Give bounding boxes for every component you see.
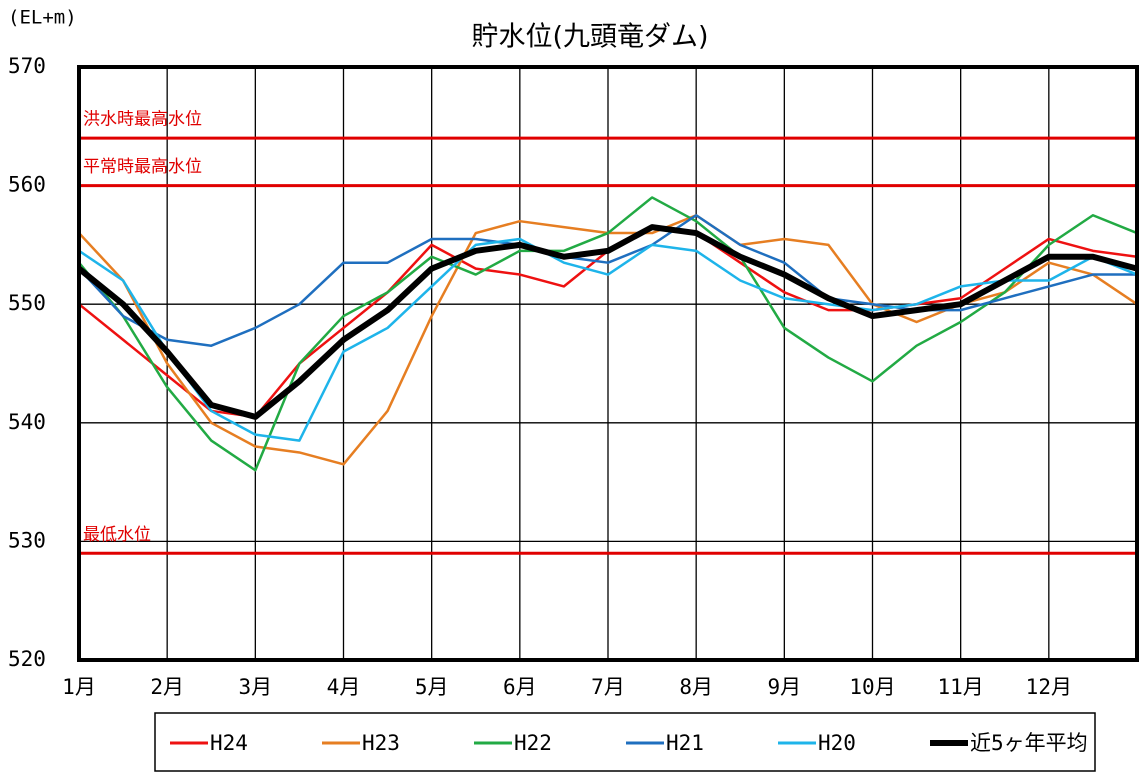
x-tick-label: 4月: [327, 675, 361, 699]
reference-label: 最低水位: [83, 525, 151, 545]
series-line: [77, 224, 1138, 420]
x-tick-label: 2月: [150, 675, 184, 699]
x-tick-label: 3月: [239, 675, 273, 699]
legend-label: H24: [210, 731, 248, 755]
legend-label: H20: [818, 731, 856, 755]
legend-label: H22: [514, 731, 552, 755]
y-tick-label: 520: [8, 647, 46, 671]
x-tick-label: 9月: [768, 675, 802, 699]
x-tick-label: 8月: [679, 675, 713, 699]
series-line: [78, 214, 1137, 347]
y-tick-label: 540: [8, 410, 46, 434]
plot-frame: [77, 65, 1139, 662]
y-tick-label: 570: [8, 54, 46, 78]
x-tick-label: 11月: [938, 675, 984, 699]
y-axis-label: (EL+m): [8, 7, 77, 29]
x-tick-label: 12月: [1026, 675, 1072, 699]
series-line: [78, 237, 1138, 442]
y-tick-label: 550: [8, 291, 46, 315]
legend-label: H21: [666, 731, 704, 755]
y-tick-label: 530: [8, 528, 46, 552]
x-tick-label: 7月: [591, 675, 625, 699]
legend-label: H23: [362, 731, 400, 755]
x-tick-label: 10月: [849, 675, 895, 699]
legend-label: 近5ヶ年平均: [970, 731, 1088, 755]
chart-title: 貯水位(九頭竜ダム): [471, 22, 708, 53]
x-tick-label: 6月: [503, 675, 537, 699]
series-line: [78, 196, 1138, 472]
x-tick-label: 5月: [415, 675, 449, 699]
reference-label: 洪水時最高水位: [83, 110, 202, 130]
reference-label: 平常時最高水位: [83, 157, 202, 177]
x-tick-label: 1月: [62, 675, 96, 699]
y-tick-label: 560: [8, 173, 46, 197]
